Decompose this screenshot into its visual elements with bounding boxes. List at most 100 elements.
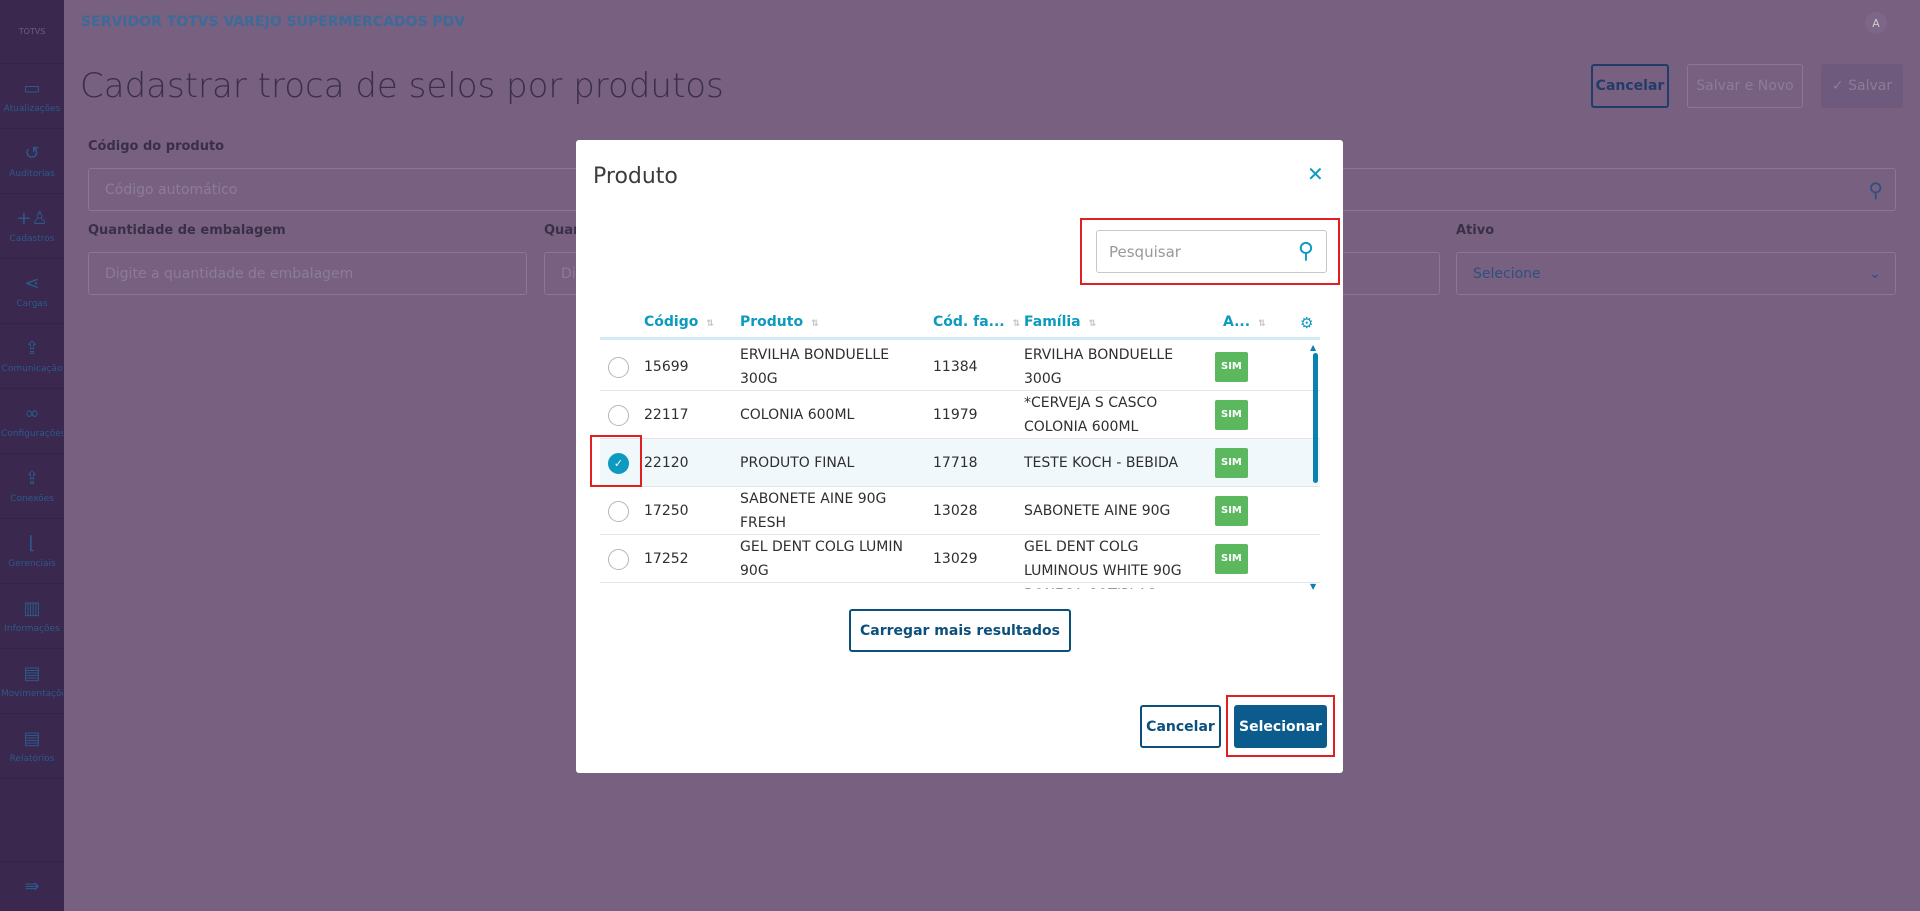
cell-cod-familia: 13029 xyxy=(933,551,978,567)
sidebar-item-label: Conexões xyxy=(10,494,54,504)
sidebar-item-movimentações[interactable]: ▤ Movimentações xyxy=(0,649,64,714)
column-familia[interactable]: Família ⇅ xyxy=(1024,314,1097,330)
history-icon: ↺ xyxy=(24,143,40,164)
scroll-up-icon[interactable]: ▲ xyxy=(1310,343,1317,352)
cell-ativo: SIM xyxy=(1215,439,1248,487)
sidebar-item-relatórios[interactable]: ▤ Relatórios xyxy=(0,714,64,779)
sidebar-item-gerenciais[interactable]: ⌊ Gerenciais xyxy=(0,519,64,584)
clipboard-icon: ▤ xyxy=(23,663,41,684)
scroll-down-icon[interactable]: ▼ xyxy=(1310,582,1317,591)
document-icon: ▤ xyxy=(23,728,41,749)
status-badge: SIM xyxy=(1215,448,1248,478)
row-radio[interactable] xyxy=(608,501,629,522)
cell-codigo: 17252 xyxy=(644,551,689,567)
sidebar-item-label: Configurações xyxy=(1,429,63,439)
codigo-placeholder: Código automático xyxy=(105,181,238,198)
cell-ativo: SIM xyxy=(1215,391,1248,439)
search-input[interactable]: Pesquisar ⚲ xyxy=(1096,230,1327,273)
cell-familia: BONECA COTIPLAS 1635 xyxy=(1024,583,1194,589)
highlight-radio xyxy=(590,435,642,487)
cell-familia: *CERVEJA S CASCO COLONIA 600ML xyxy=(1024,395,1158,435)
status-badge: SIM xyxy=(1215,400,1248,430)
sidebar-item-label: Gerenciais xyxy=(8,559,56,569)
chevron-down-icon: ⌄ xyxy=(1869,265,1881,282)
search-icon[interactable]: ⚲ xyxy=(1297,239,1314,264)
cell-familia: GEL DENT COLG LUMINOUS WHITE 90G xyxy=(1024,539,1182,579)
table-row[interactable]: BONECA COTIPLAS 1635 xyxy=(600,583,1320,589)
cell-ativo: SIM xyxy=(1215,487,1248,535)
column-ativo[interactable]: A... ⇅ xyxy=(1223,314,1266,330)
cell-familia: SABONETE AINE 90G xyxy=(1024,503,1171,519)
row-radio[interactable]: ✓ xyxy=(608,453,629,474)
sidebar-item-cadastros[interactable]: +♙ Cadastros xyxy=(0,194,64,259)
sidebar-item-label: Atualizações xyxy=(3,104,61,114)
close-icon[interactable]: ✕ xyxy=(1307,162,1324,186)
cell-produto xyxy=(740,583,915,589)
cell-produto: PRODUTO FINAL xyxy=(740,455,855,471)
cell-cod-familia: 17718 xyxy=(933,455,978,471)
sidebar-item-auditorias[interactable]: ↺ Auditorias xyxy=(0,129,64,194)
app-title: SERVIDOR TOTVS VAREJO SUPERMERCADOS PDV xyxy=(81,14,466,30)
ativo-label: Ativo xyxy=(1456,223,1495,238)
cancel-button[interactable]: Cancelar xyxy=(1591,64,1669,108)
search-icon[interactable]: ⚲ xyxy=(1868,177,1883,202)
table-row[interactable]: 15699 ERVILHA BONDUELLE 300G 11384 ERVIL… xyxy=(600,343,1320,391)
sidebar-item-comunicação[interactable]: ⇪ Comunicação xyxy=(0,324,64,389)
column-cod-familia[interactable]: Cód. fa... ⇅ xyxy=(933,314,1021,330)
codigo-label: Código do produto xyxy=(88,139,225,154)
cell-produto: ERVILHA BONDUELLE 300G xyxy=(740,347,890,387)
product-table: 15699 ERVILHA BONDUELLE 300G 11384 ERVIL… xyxy=(600,343,1320,589)
column-codigo[interactable]: Código ⇅ xyxy=(644,314,714,330)
table-row[interactable]: 17250 SABONETE AINE 90G FRESH 13028 SABO… xyxy=(600,487,1320,535)
file-upload-icon: ⇪ xyxy=(24,338,40,359)
file-upload-icon: ⇪ xyxy=(24,468,40,489)
add-user-icon: +♙ xyxy=(16,208,48,229)
sidebar-item-configurações[interactable]: ∞ Configurações xyxy=(0,389,64,454)
column-produto[interactable]: Produto ⇅ xyxy=(740,314,819,330)
cell-ativo: SIM xyxy=(1215,535,1248,583)
save-and-new-button[interactable]: Salvar e Novo xyxy=(1687,64,1803,108)
sidebar-item-label: Cadastros xyxy=(9,234,55,244)
modal-cancel-button[interactable]: Cancelar xyxy=(1140,705,1221,748)
avatar[interactable]: A xyxy=(1865,12,1887,34)
table-row[interactable]: ✓ 22120 PRODUTO FINAL 17718 TESTE KOCH -… xyxy=(600,439,1320,487)
row-radio[interactable] xyxy=(608,357,629,378)
row-radio[interactable] xyxy=(608,549,629,570)
qtd-placeholder: Digite a quantidade de embalagem xyxy=(105,265,354,282)
cell-produto: SABONETE AINE 90G FRESH xyxy=(740,491,887,531)
sidebar-item-informações[interactable]: ▥ Informações xyxy=(0,584,64,649)
cell-cod-familia: 13028 xyxy=(933,503,978,519)
qtd-label: Quantidade de embalagem xyxy=(88,223,286,238)
sidebar-item-label: Relatórios xyxy=(9,754,55,764)
select-button[interactable]: Selecionar xyxy=(1234,705,1327,748)
sidebar-item-label: Movimentações xyxy=(1,689,63,699)
gear-icon[interactable]: ⚙ xyxy=(1300,314,1314,332)
ativo-select[interactable]: Selecione ⌄ xyxy=(1456,252,1896,295)
table-row[interactable]: 22117 COLONIA 600ML 11979 *CERVEJA S CAS… xyxy=(600,391,1320,439)
link-icon: ∞ xyxy=(24,403,40,424)
save-button[interactable]: ✓ Salvar xyxy=(1821,64,1903,108)
card-icon: ▭ xyxy=(23,78,41,99)
status-badge: SIM xyxy=(1215,544,1248,574)
sidebar: TOTVS ▭ Atualizações ↺ Auditorias +♙ Cadastro… xyxy=(0,0,64,911)
cell-familia: TESTE KOCH - BEBIDA xyxy=(1024,455,1179,471)
sidebar-item-conexões[interactable]: ⇪ Conexões xyxy=(0,454,64,519)
share-icon: ⋖ xyxy=(24,273,40,294)
cell-ativo: SIM xyxy=(1215,343,1248,391)
scrollbar[interactable] xyxy=(1313,353,1318,483)
collapse-menu-icon[interactable]: ⇛ xyxy=(0,861,64,911)
status-badge: SIM xyxy=(1215,496,1248,526)
qtd-input[interactable]: Digite a quantidade de embalagem xyxy=(88,252,527,295)
load-more-button[interactable]: Carregar mais resultados xyxy=(849,609,1071,652)
totvs-logo: TOTVS xyxy=(0,0,64,64)
cell-cod-familia: 11384 xyxy=(933,359,978,375)
sidebar-item-atualizações[interactable]: ▭ Atualizações xyxy=(0,64,64,129)
cell-codigo: 22120 xyxy=(644,455,689,471)
building-icon: ▥ xyxy=(23,598,41,619)
page-title: Cadastrar troca de selos por produtos xyxy=(80,66,724,106)
table-row[interactable]: 17252 GEL DENT COLG LUMIN 90G 13029 GEL … xyxy=(600,535,1320,583)
product-modal: Produto ✕ Pesquisar ⚲ Código ⇅ Produto ⇅ Có… xyxy=(576,140,1343,773)
highlight-select xyxy=(1226,695,1335,757)
row-radio[interactable] xyxy=(608,405,629,426)
sidebar-item-cargas[interactable]: ⋖ Cargas xyxy=(0,259,64,324)
